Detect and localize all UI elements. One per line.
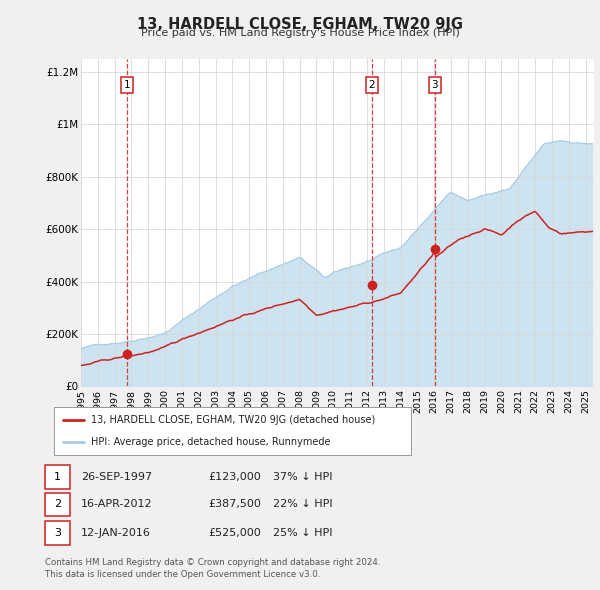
Text: 12-JAN-2016: 12-JAN-2016	[81, 528, 151, 537]
Text: 1: 1	[54, 472, 61, 481]
Text: 25% ↓ HPI: 25% ↓ HPI	[273, 528, 332, 537]
Text: 13, HARDELL CLOSE, EGHAM, TW20 9JG: 13, HARDELL CLOSE, EGHAM, TW20 9JG	[137, 17, 463, 31]
Text: HPI: Average price, detached house, Runnymede: HPI: Average price, detached house, Runn…	[91, 437, 331, 447]
Text: 13, HARDELL CLOSE, EGHAM, TW20 9JG (detached house): 13, HARDELL CLOSE, EGHAM, TW20 9JG (deta…	[91, 415, 376, 425]
Text: £123,000: £123,000	[208, 472, 261, 481]
Text: 37% ↓ HPI: 37% ↓ HPI	[273, 472, 332, 481]
Text: £525,000: £525,000	[208, 528, 261, 537]
Text: 2: 2	[54, 500, 61, 509]
Text: 3: 3	[54, 528, 61, 537]
Text: 1: 1	[124, 80, 130, 90]
Text: Contains HM Land Registry data © Crown copyright and database right 2024.
This d: Contains HM Land Registry data © Crown c…	[45, 558, 380, 579]
Text: 26-SEP-1997: 26-SEP-1997	[81, 472, 152, 481]
Text: 3: 3	[431, 80, 438, 90]
Text: 22% ↓ HPI: 22% ↓ HPI	[273, 500, 332, 509]
Text: 16-APR-2012: 16-APR-2012	[81, 500, 152, 509]
Text: £387,500: £387,500	[208, 500, 261, 509]
Text: 2: 2	[368, 80, 375, 90]
Text: Price paid vs. HM Land Registry's House Price Index (HPI): Price paid vs. HM Land Registry's House …	[140, 28, 460, 38]
